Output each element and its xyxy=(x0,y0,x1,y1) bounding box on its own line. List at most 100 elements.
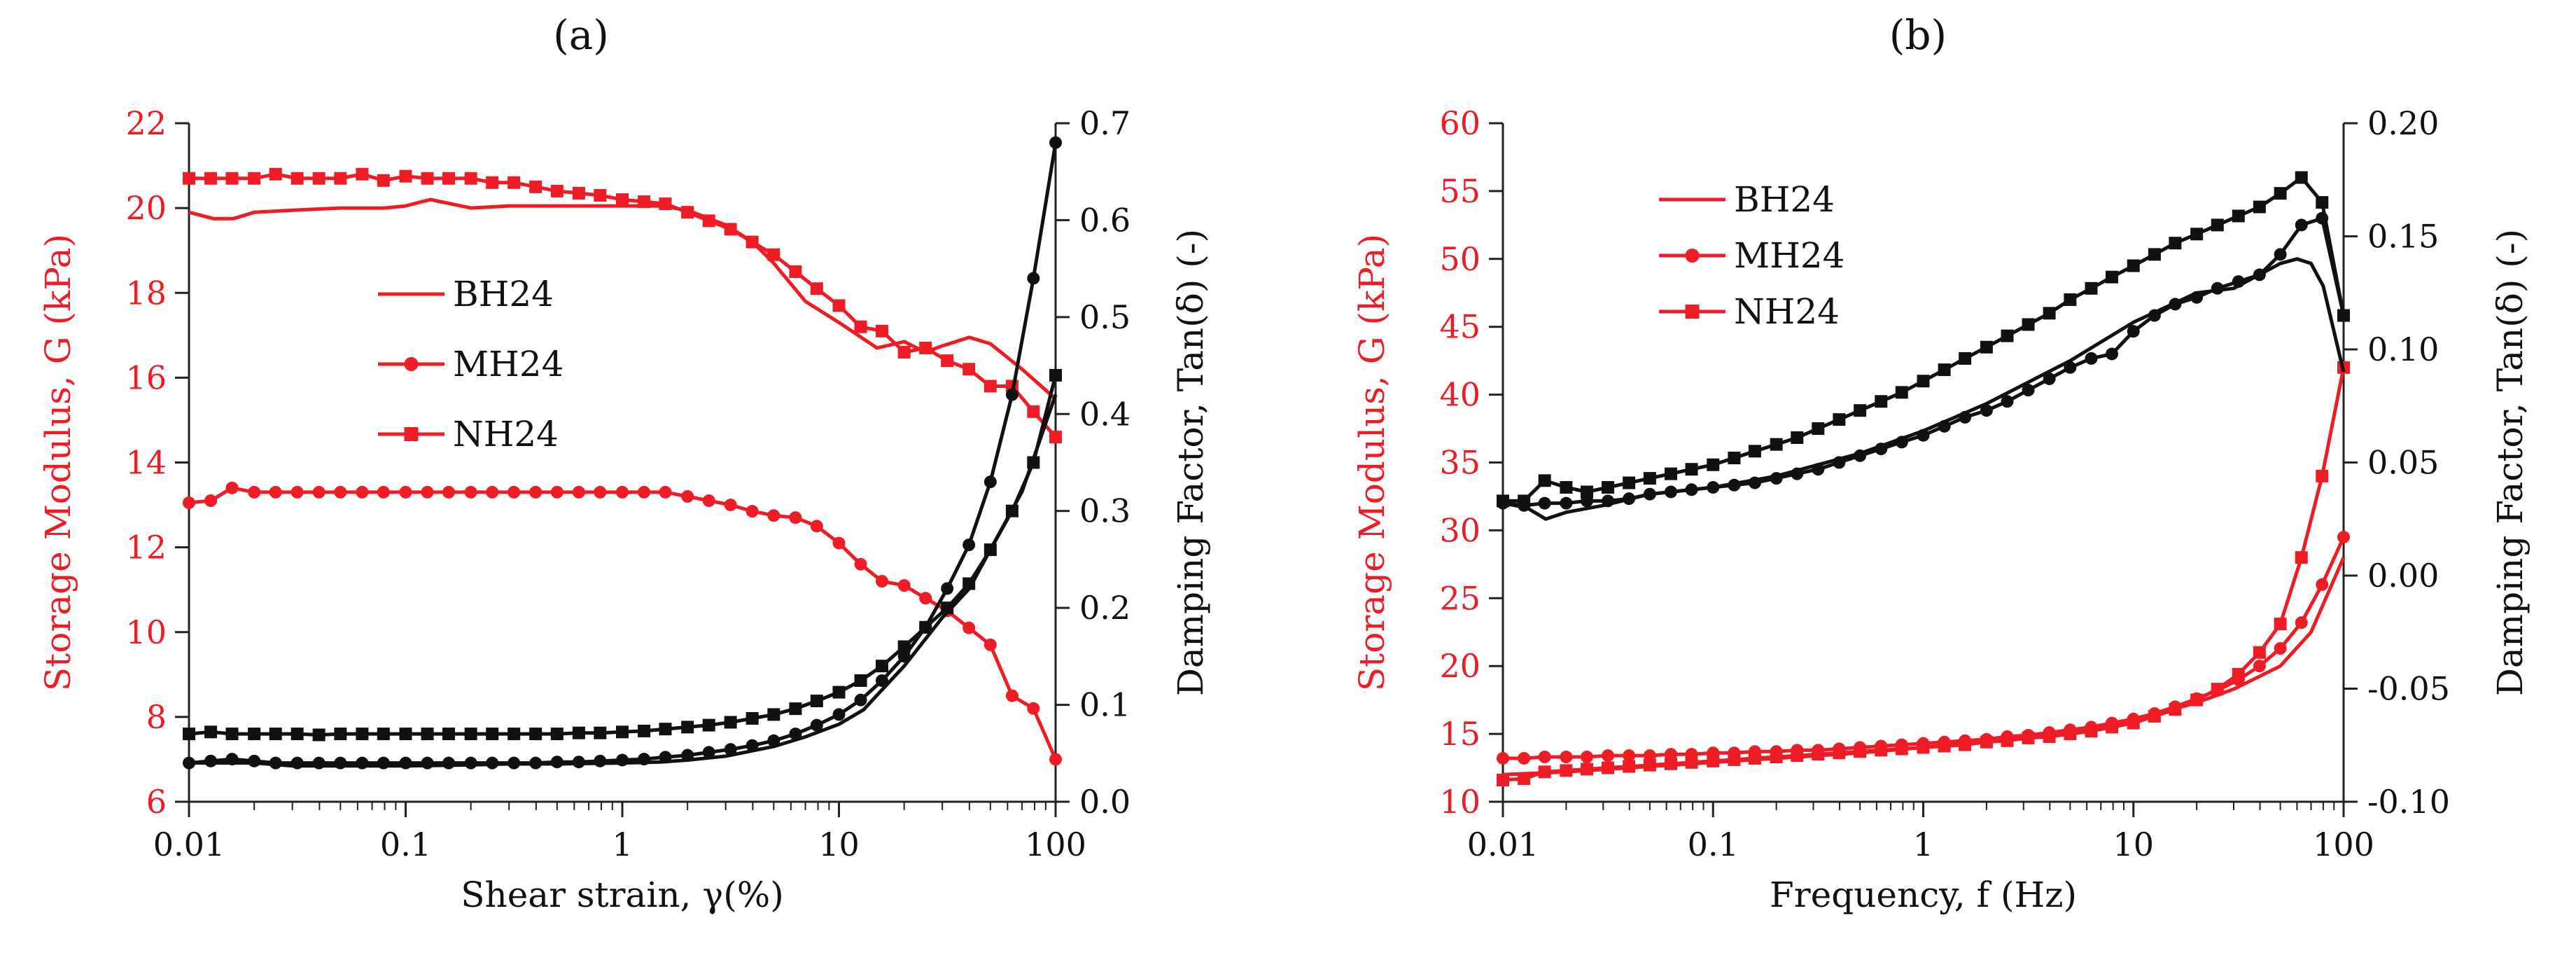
series-mh24 xyxy=(183,481,1062,766)
data-point xyxy=(897,579,911,592)
data-point xyxy=(875,674,888,687)
data-point xyxy=(2022,384,2035,397)
panel-label: (b) xyxy=(1889,11,1947,59)
data-point xyxy=(854,693,867,707)
legend-label-mh24: MH24 xyxy=(1734,235,1844,276)
data-point xyxy=(919,620,932,634)
data-point xyxy=(2085,725,2098,738)
data-point xyxy=(334,756,347,770)
data-point xyxy=(594,485,607,499)
data-point xyxy=(1497,751,1509,765)
data-point xyxy=(2253,660,2266,673)
data-point xyxy=(2085,281,2098,295)
data-point xyxy=(1685,756,1698,769)
data-point xyxy=(2148,309,2161,322)
right-y-tick-label: 0.2 xyxy=(1079,589,1130,627)
data-point xyxy=(377,174,390,187)
data-point xyxy=(377,756,390,770)
data-point xyxy=(421,485,434,499)
data-point xyxy=(1854,449,1867,462)
data-point xyxy=(832,299,846,312)
data-point xyxy=(334,172,347,185)
right-y-tick-label: -0.05 xyxy=(2367,670,2450,708)
right-y-tick-label: 0.7 xyxy=(1079,104,1130,142)
legend-label-bh24: BH24 xyxy=(453,274,554,314)
data-point xyxy=(290,728,304,741)
data-point xyxy=(983,475,997,489)
data-point xyxy=(1643,758,1656,772)
left-y-tick-label: 16 xyxy=(125,359,167,396)
left-y-tick-label: 30 xyxy=(1439,511,1480,549)
data-point xyxy=(2043,372,2056,385)
data-point xyxy=(767,708,780,721)
data-point xyxy=(983,638,997,651)
data-point xyxy=(1959,738,1972,751)
data-point xyxy=(486,176,499,189)
data-point xyxy=(2295,218,2308,232)
data-point xyxy=(312,756,326,770)
data-point xyxy=(789,728,802,741)
data-point xyxy=(983,543,997,557)
data-point xyxy=(2127,259,2140,272)
data-point xyxy=(1980,735,1993,749)
data-point xyxy=(1917,429,1930,442)
data-point xyxy=(1005,504,1018,517)
data-point xyxy=(2148,248,2161,261)
right-y-tick-label: 0.6 xyxy=(1079,201,1130,239)
data-point xyxy=(2316,469,2329,482)
data-point xyxy=(225,481,239,494)
data-point xyxy=(290,485,304,499)
data-point xyxy=(2127,716,2140,730)
legend: BH24 MH24 NH24 xyxy=(378,274,564,454)
data-point xyxy=(659,751,672,764)
left-y-tick-label: 25 xyxy=(1439,579,1480,617)
data-point xyxy=(1665,467,1678,480)
data-point xyxy=(2064,293,2077,306)
data-point xyxy=(2253,200,2266,214)
legend-marker xyxy=(1685,249,1700,263)
data-point xyxy=(2211,683,2224,696)
data-point xyxy=(1049,431,1062,444)
data-point xyxy=(810,695,823,708)
data-point xyxy=(659,197,672,211)
data-point xyxy=(377,485,390,499)
data-point xyxy=(1895,436,1908,449)
data-point xyxy=(507,485,521,499)
data-point xyxy=(486,728,499,741)
data-point xyxy=(681,206,694,219)
data-point xyxy=(225,728,239,741)
data-point xyxy=(2253,646,2266,659)
plot-area xyxy=(1497,171,2350,786)
data-point xyxy=(399,169,412,183)
data-point xyxy=(507,176,521,189)
data-point xyxy=(204,754,218,767)
data-point xyxy=(962,577,976,590)
x-tick-label: 10 xyxy=(2113,826,2154,863)
left-y-tick-label: 12 xyxy=(125,529,167,566)
data-point xyxy=(204,172,218,185)
left-y-tick-label: 22 xyxy=(125,104,167,142)
data-point xyxy=(702,214,715,228)
data-point xyxy=(1518,751,1531,765)
data-point xyxy=(2295,171,2308,184)
data-point xyxy=(1005,388,1018,401)
data-point xyxy=(875,324,888,338)
left-y-tick-label: 40 xyxy=(1439,376,1480,414)
left-y-tick-label: 60 xyxy=(1439,104,1480,142)
data-point xyxy=(897,650,911,663)
data-point xyxy=(638,485,651,499)
data-point xyxy=(377,728,390,741)
x-ticks: 0.01 0.1 1 10 100 xyxy=(153,802,1086,863)
legend: BH24 MH24 NH24 xyxy=(1659,179,1844,332)
data-point xyxy=(2064,361,2077,374)
left-y-axis-title: Storage Modulus, G (kPa) xyxy=(1352,234,1392,691)
data-point xyxy=(2148,709,2161,723)
data-point xyxy=(1959,410,1972,424)
data-point xyxy=(1791,431,1804,444)
data-point xyxy=(1707,458,1720,471)
right-y-tick-label: -0.10 xyxy=(2367,783,2450,821)
data-point xyxy=(2169,703,2182,716)
data-point xyxy=(724,716,737,729)
data-point xyxy=(1748,445,1761,458)
data-point xyxy=(464,172,477,185)
